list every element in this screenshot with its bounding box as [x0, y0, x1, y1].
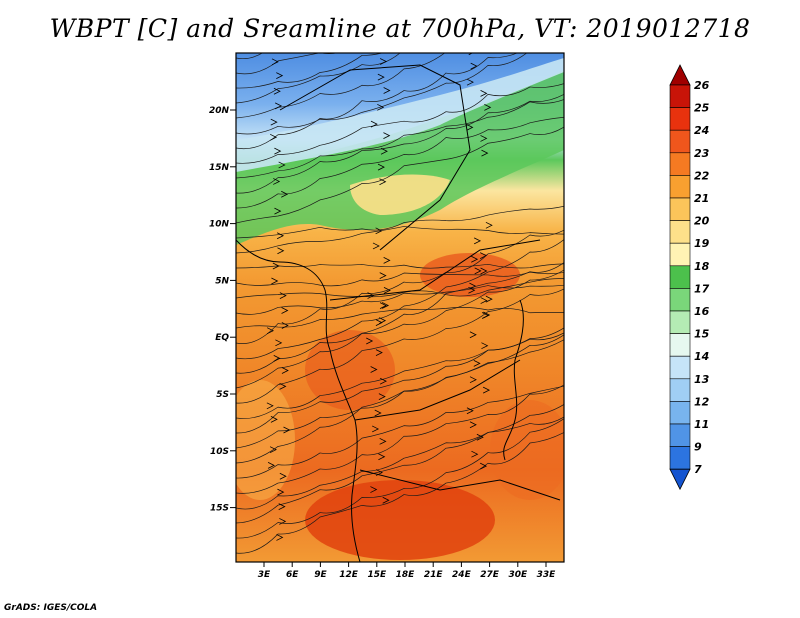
colorbar-label: 14 — [694, 350, 709, 363]
lon-label: 12E — [339, 570, 359, 580]
longitude-labels: 3E 6E 9E 12E 15E 18E 21E 24E 27E 30E 33E — [258, 562, 556, 580]
lon-label: 9E — [314, 570, 327, 580]
lat-label: 15N — [209, 163, 230, 173]
chart-title: WBPT [C] and Sreamline at 700hPa, VT: 20… — [49, 14, 751, 43]
lat-label: 10N — [209, 220, 230, 230]
latitude-labels: 20N 15N 10N 5N EQ 5S 10S 15S — [209, 106, 236, 514]
colorbar-swatch — [669, 84, 691, 108]
lat-label: 20N — [209, 106, 230, 116]
colorbar-swatch — [669, 355, 691, 380]
colorbar-swatch — [669, 378, 691, 402]
lat-label: 10S — [210, 447, 229, 457]
colorbar-bottom-arrow — [669, 468, 691, 491]
colorbar-swatch — [669, 310, 691, 334]
colorbar-swatch — [669, 401, 691, 425]
colorbar-label: 9 — [694, 441, 702, 454]
colorbar-label: 23 — [694, 147, 710, 160]
colorbar-label: 11 — [694, 418, 709, 431]
colorbar-label: 18 — [694, 260, 710, 273]
colorbar-label: 20 — [694, 215, 710, 228]
map-frame — [235, 52, 565, 563]
lon-label: 6E — [286, 570, 299, 580]
lat-label: 5N — [215, 276, 229, 286]
colorbar-top-arrow — [669, 64, 691, 86]
colorbar-label: 7 — [694, 463, 702, 476]
lon-label: 21E — [424, 570, 444, 580]
colorbar-label: 15 — [694, 328, 710, 341]
colorbar: 26 25 24 23 22 21 20 19 18 17 16 15 14 13 12 11 9 7 — [669, 64, 710, 491]
colorbar-label: 16 — [694, 305, 710, 318]
colorbar-swatch — [669, 242, 691, 267]
colorbar-swatch — [669, 446, 691, 470]
colorbar-label: 25 — [694, 102, 710, 115]
colorbar-swatch — [669, 265, 691, 289]
lon-label: 33E — [537, 570, 557, 580]
colorbar-swatch — [669, 129, 691, 154]
lon-label: 27E — [480, 570, 500, 580]
lat-label: 15S — [210, 504, 229, 514]
colorbar-swatch — [669, 175, 691, 199]
colorbar-label: 22 — [694, 169, 710, 182]
credit-label: GrADS: IGES/COLA — [4, 603, 98, 613]
lat-label: EQ — [215, 333, 229, 343]
lon-label: 15E — [367, 570, 387, 580]
lon-label: 24E — [452, 570, 472, 580]
lon-label: 30E — [508, 570, 528, 580]
colorbar-label: 26 — [694, 79, 710, 92]
colorbar-swatch — [669, 423, 691, 447]
lat-label: 5S — [216, 390, 229, 400]
colorbar-label: 12 — [694, 395, 710, 408]
lon-label: 18E — [396, 570, 416, 580]
colorbar-swatch — [669, 197, 691, 221]
colorbar-swatch — [669, 152, 691, 176]
colorbar-label: 24 — [694, 124, 709, 137]
colorbar-swatch — [669, 333, 691, 357]
colorbar-swatch — [669, 220, 691, 244]
colorbar-label: 21 — [694, 192, 709, 205]
colorbar-label: 17 — [694, 282, 710, 295]
lon-label: 3E — [258, 570, 271, 580]
colorbar-swatch — [669, 288, 691, 312]
coastlines-borders — [236, 64, 561, 562]
colorbar-swatch — [669, 107, 691, 131]
colorbar-label: 19 — [694, 237, 710, 250]
colorbar-label: 13 — [694, 373, 710, 386]
